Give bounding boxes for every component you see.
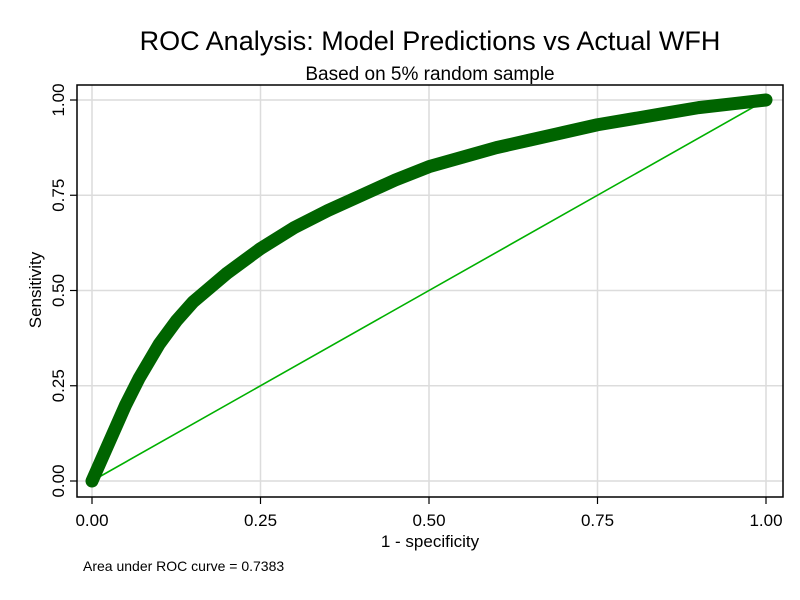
roc-point	[170, 314, 183, 328]
reference-line	[91, 99, 767, 482]
roc-point	[99, 444, 112, 457]
chart-title: ROC Analysis: Model Predictions vs Actua…	[140, 26, 721, 56]
grid	[77, 85, 783, 497]
roc-point	[692, 101, 705, 114]
roc-point	[625, 112, 638, 126]
y-tick-label: 1.00	[49, 83, 68, 116]
roc-point	[422, 160, 436, 173]
chart-subtitle: Based on 5% random sample	[305, 64, 554, 85]
roc-point	[759, 93, 773, 107]
roc-point	[321, 204, 335, 217]
roc-point	[456, 150, 469, 164]
roc-point	[119, 398, 132, 411]
roc-point	[85, 474, 99, 488]
x-tick-label: 0.25	[244, 511, 277, 530]
y-axis-label: Sensitivity	[26, 251, 45, 328]
roc-point	[389, 173, 402, 187]
roc-point	[132, 371, 146, 385]
y-tick-label: 0.50	[49, 274, 68, 307]
roc-point	[254, 242, 267, 255]
x-tick-label: 0.75	[581, 511, 614, 530]
roc-point	[591, 118, 604, 131]
roc-point	[186, 295, 200, 309]
roc-point	[557, 126, 570, 139]
x-tick-label: 1.00	[749, 511, 782, 530]
x-tick-label: 0.00	[75, 511, 108, 530]
auc-note: Area under ROC curve = 0.7383	[83, 558, 284, 574]
y-tick-label: 0.00	[49, 464, 68, 497]
x-axis-label: 1 - specificity	[381, 532, 480, 551]
roc-point	[106, 429, 119, 442]
series	[85, 93, 773, 488]
roc-point	[220, 267, 233, 280]
roc-point	[153, 337, 166, 351]
roc-point	[288, 221, 301, 234]
roc-point	[490, 141, 503, 154]
roc-point	[92, 459, 105, 472]
roc-point	[523, 133, 537, 147]
y-tick-label: 0.75	[49, 179, 68, 212]
roc-point	[355, 189, 368, 202]
x-tick-label: 0.50	[412, 511, 445, 530]
y-tick-label: 0.25	[49, 369, 68, 402]
roc-point	[658, 107, 672, 120]
axis-ticks: 0.00 0.25 0.50 0.75 1.00 0.00 0.25 0.50 0.75 1.00	[49, 83, 783, 530]
roc-point	[726, 97, 739, 111]
